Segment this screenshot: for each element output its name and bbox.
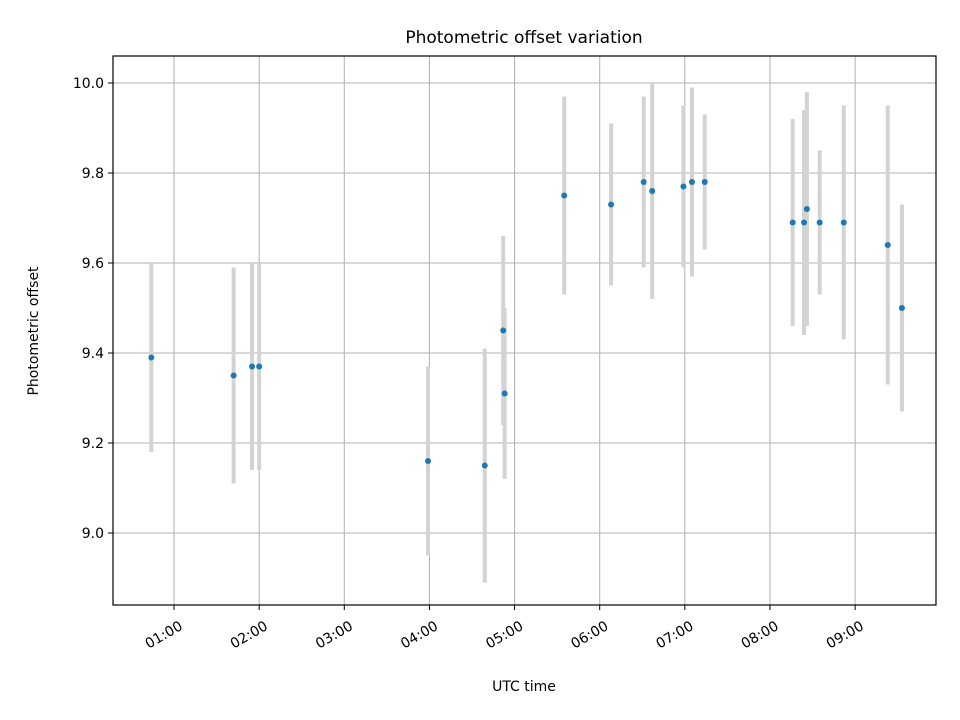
chart-title: Photometric offset variation bbox=[405, 28, 642, 48]
data-point bbox=[500, 327, 507, 334]
x-tick-label: 07:00 bbox=[653, 618, 696, 652]
data-point bbox=[789, 219, 796, 226]
error-bars bbox=[149, 83, 904, 583]
data-point bbox=[884, 242, 891, 248]
plot-frame bbox=[112, 55, 937, 606]
y-tick-label: 9.6 bbox=[82, 256, 104, 272]
data-point bbox=[608, 201, 615, 208]
data-point bbox=[481, 462, 488, 469]
data-point bbox=[803, 206, 810, 212]
data-point bbox=[148, 354, 155, 361]
data-point bbox=[701, 179, 708, 185]
y-axis-ticks: 9.0 9.2 9.4 9.6 9.8 10.0 bbox=[73, 76, 113, 542]
data-point bbox=[640, 179, 647, 185]
data-point bbox=[501, 390, 508, 397]
y-tick-label: 9.0 bbox=[82, 526, 104, 542]
y-tick-label: 10.0 bbox=[73, 76, 104, 92]
data-point bbox=[561, 192, 568, 199]
x-tick-label: 08:00 bbox=[739, 618, 782, 652]
x-axis-label: UTC time bbox=[492, 679, 556, 695]
x-tick-label: 05:00 bbox=[483, 618, 526, 652]
x-tick-label: 03:00 bbox=[313, 618, 356, 652]
y-tick-label: 9.4 bbox=[82, 346, 104, 362]
x-tick-label: 06:00 bbox=[568, 618, 611, 652]
x-tick-label: 04:00 bbox=[398, 618, 441, 652]
data-point bbox=[898, 305, 905, 311]
y-tick-label: 9.2 bbox=[82, 436, 104, 452]
data-point bbox=[256, 363, 263, 370]
data-point bbox=[816, 219, 823, 226]
y-tick-label: 9.8 bbox=[82, 166, 104, 182]
data-point bbox=[680, 183, 687, 190]
data-point bbox=[230, 372, 237, 379]
x-tick-label: 09:00 bbox=[824, 618, 867, 652]
data-point bbox=[688, 179, 695, 185]
data-point bbox=[801, 219, 808, 226]
data-point bbox=[840, 219, 847, 226]
y-axis-label: Photometric offset bbox=[26, 266, 42, 396]
data-point bbox=[649, 188, 656, 194]
x-axis-ticks: 01:00 02:00 03:00 04:00 05:00 06:00 07:00 08:00… bbox=[143, 605, 867, 652]
data-point bbox=[425, 458, 432, 464]
data-points bbox=[148, 179, 905, 469]
data-point bbox=[249, 363, 256, 370]
x-tick-label: 02:00 bbox=[228, 618, 271, 652]
x-tick-label: 01:00 bbox=[143, 618, 186, 652]
grid bbox=[113, 56, 936, 605]
